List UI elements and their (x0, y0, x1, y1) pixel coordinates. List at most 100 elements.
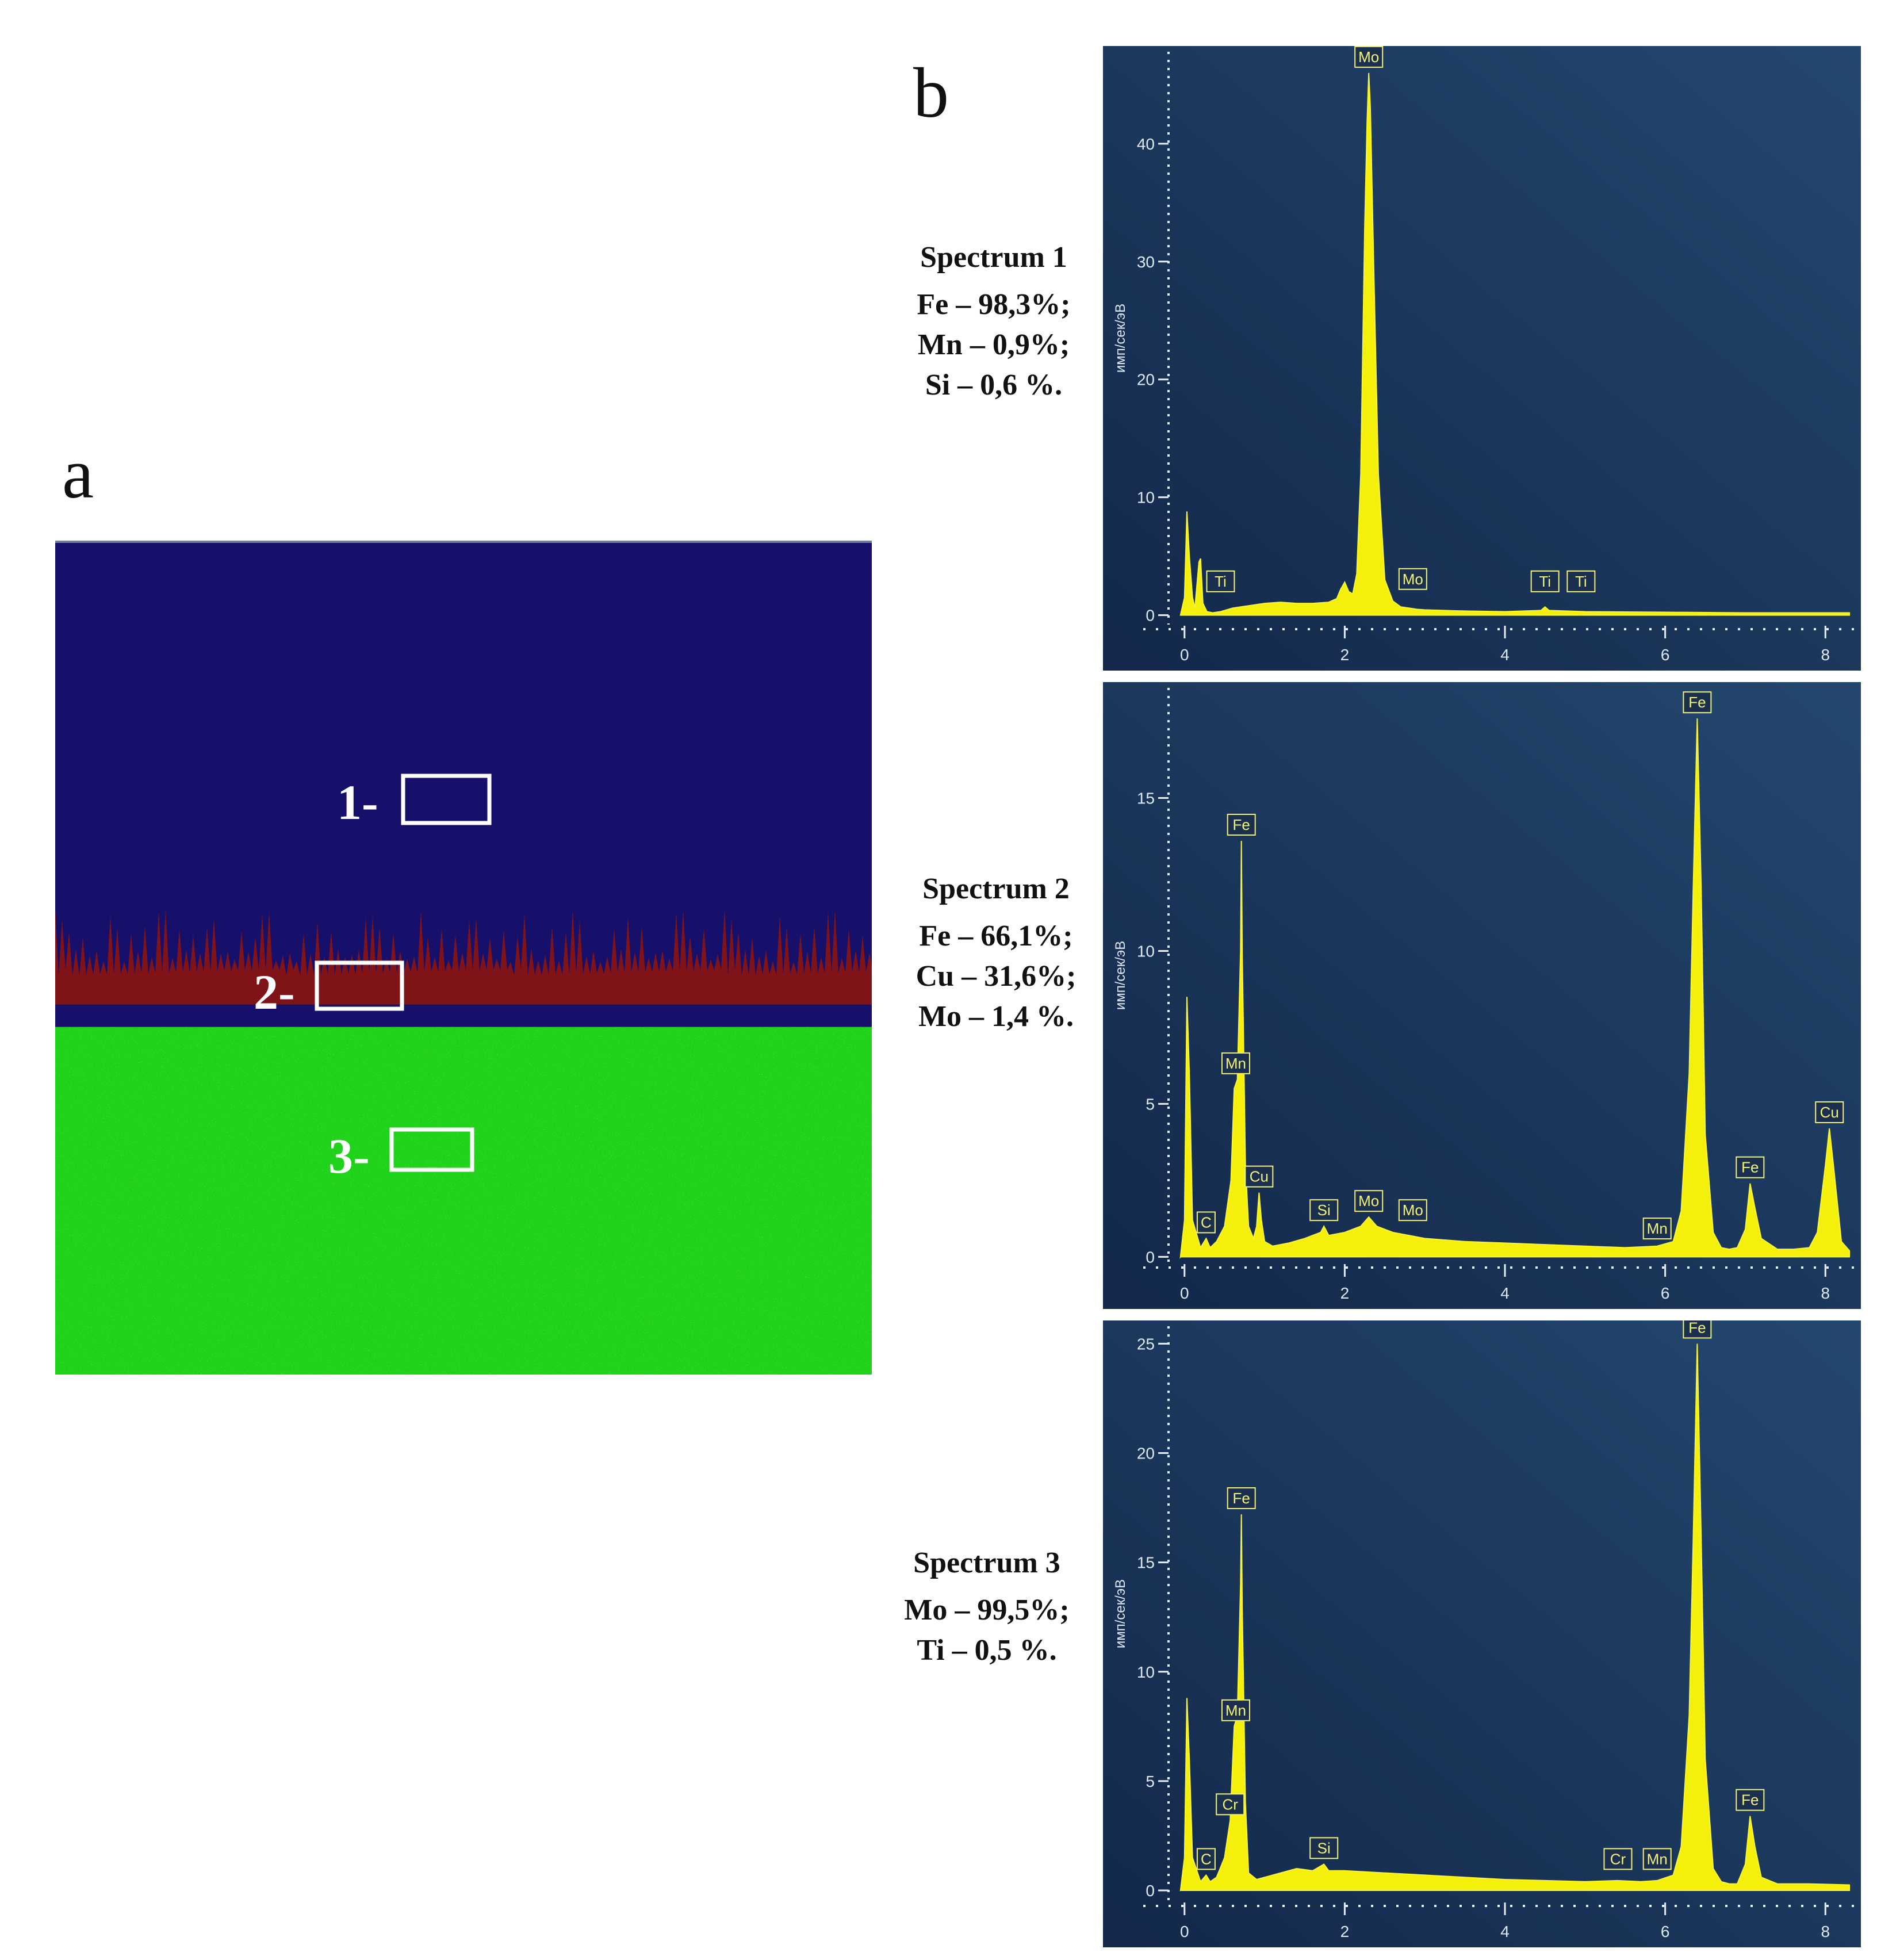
elemental-map-image: 1- 2- 3- (55, 543, 872, 1375)
spectrum-2-title: Spectrum 2 (922, 872, 1070, 905)
peak-label: Ti (1539, 573, 1551, 590)
y-tick-label: 30 (1137, 253, 1155, 271)
peak-label: Mo (1403, 1201, 1423, 1219)
region-3-speckle (55, 1025, 872, 1375)
peak-label-box (1736, 1156, 1765, 1178)
spectrum-3-comp-2: Ti – 0,5 %. (917, 1634, 1057, 1667)
spectrum-3-chart: 0 5 10 15 20 25 0 2 4 6 8 имп/сек/эВ C Fe Mn Cr Si Cr Mn Fe… (1103, 1320, 1861, 1947)
peak-label-box (1642, 1218, 1672, 1240)
peak-label: C (1201, 1850, 1212, 1867)
peak-label-box (1736, 1789, 1765, 1811)
peak-label: Mn (1647, 1220, 1668, 1237)
spectrum-series (1179, 718, 1851, 1259)
peak-label-box (1354, 46, 1384, 68)
peak-label: Fe (1688, 1320, 1706, 1336)
x-tick-label: 4 (1500, 1923, 1510, 1940)
y-axis-label: имп/сек/эВ (1113, 1579, 1128, 1648)
y-tick-label: 5 (1146, 1095, 1155, 1113)
peak-label: Cr (1610, 1850, 1626, 1867)
y-tick-label: 10 (1137, 1663, 1155, 1681)
peak-label: C (1201, 1213, 1212, 1231)
x-tick-label: 2 (1340, 1284, 1350, 1302)
x-tick-label: 4 (1500, 646, 1510, 664)
spectrum-3-plot: 0 5 10 15 20 25 0 2 4 6 8 имп/сек/эВ C Fe Mn Cr Si Cr Mn Fe… (1103, 1320, 1861, 1947)
x-tick-label: 6 (1661, 1923, 1670, 1940)
peak-label: Mn (1647, 1850, 1668, 1867)
spectrum-1-title: Spectrum 1 (920, 241, 1067, 274)
peak-label: Cu (1250, 1168, 1269, 1185)
peak-label: Mo (1403, 571, 1423, 588)
y-tick-label: 5 (1146, 1773, 1155, 1790)
y-tick-label: 0 (1146, 607, 1155, 625)
x-tick-label: 6 (1661, 646, 1670, 664)
peak-label: Ti (1215, 573, 1227, 590)
spectrum-3-legend: Spectrum 3 Mo – 99,5%; Ti – 0,5 %. (901, 1546, 1073, 1671)
y-tick-label: 20 (1137, 371, 1155, 389)
peak-label-box (1354, 1190, 1384, 1212)
region-interface-gap (55, 1004, 872, 1027)
spectrum-2-comp-1: Fe – 66,1%; (919, 920, 1073, 952)
x-tick-label: 8 (1821, 1923, 1830, 1940)
x-tick-label: 0 (1180, 1284, 1189, 1302)
peak-label-box (1196, 1848, 1216, 1870)
spectrum-1-comp-2: Mn – 0,9%; (917, 328, 1070, 361)
x-tick-label: 4 (1500, 1284, 1510, 1302)
region-3-box (389, 1127, 474, 1172)
spectrum-1-chart: 0 10 20 30 40 0 2 4 6 8 имп/сек/эВ Ti Mo Mo Ti Ti (1103, 46, 1861, 671)
spectrum-2-legend: Spectrum 2 Fe – 66,1%; Cu – 31,6%; Mo – … (910, 872, 1082, 1037)
peak-label: Fe (1741, 1159, 1759, 1176)
spectrum-3-title: Spectrum 3 (913, 1546, 1060, 1579)
spectrum-1-legend: Spectrum 1 Fe – 98,3%; Mn – 0,9%; Si – 0… (907, 240, 1080, 405)
peak-label: Mn (1225, 1702, 1246, 1719)
peak-label-box (1244, 1165, 1274, 1188)
peak-label: Fe (1741, 1791, 1759, 1809)
peak-label-box (1683, 1320, 1712, 1339)
region-2-label: 2- (254, 964, 295, 1020)
peak-label-box (1309, 1837, 1339, 1859)
x-tick-label: 8 (1821, 1284, 1830, 1302)
x-tick-label: 2 (1340, 1923, 1350, 1940)
x-tick-label: 6 (1661, 1284, 1670, 1302)
peak-label: Cu (1820, 1104, 1839, 1121)
spectrum-2-plot: 0 5 10 15 0 2 4 6 8 имп/сек/эВ C Fe Mn Cu Si Mo Mo Mn Fe Fe… (1103, 682, 1861, 1309)
peak-label-box (1603, 1848, 1633, 1870)
y-tick-label: 10 (1137, 942, 1155, 960)
peak-label-box (1683, 691, 1712, 714)
x-tick-label: 2 (1340, 646, 1350, 664)
peak-label-box (1566, 570, 1596, 592)
region-3-label: 3- (328, 1128, 370, 1184)
y-tick-label: 15 (1137, 1554, 1155, 1572)
region-1-box (401, 774, 492, 825)
panel-a-letter: a (62, 434, 94, 513)
spectrum-background (1103, 46, 1861, 671)
y-tick-label: 0 (1146, 1248, 1155, 1266)
x-tick-label: 8 (1821, 646, 1830, 664)
peak-label-box (1221, 1052, 1250, 1074)
peak-label: Mn (1225, 1055, 1246, 1072)
peak-label: Ti (1575, 573, 1587, 590)
peak-label: Cr (1222, 1796, 1238, 1813)
y-tick-label: 10 (1137, 489, 1155, 507)
spectrum-2-comp-3: Mo – 1,4 %. (918, 1000, 1074, 1033)
peak-label-box (1216, 1793, 1245, 1816)
peak-label-box (1530, 570, 1560, 592)
y-tick-label: 15 (1137, 789, 1155, 807)
region-1-matrix (55, 543, 872, 1025)
y-axis-label: имп/сек/эВ (1113, 304, 1128, 373)
peak-label-box (1642, 1848, 1672, 1870)
peak-label: Fe (1233, 1490, 1250, 1507)
peak-label-box (1815, 1101, 1844, 1123)
peak-label: Si (1317, 1201, 1331, 1219)
peak-label-box (1206, 570, 1235, 592)
elemental-map: 1- 2- 3- (55, 541, 872, 1375)
peak-label-box (1398, 568, 1427, 590)
peak-label: Si (1317, 1839, 1331, 1856)
panel-b-letter: b (913, 53, 949, 132)
region-1-label: 1- (337, 775, 378, 830)
spectrum-series (1179, 1343, 1851, 1892)
y-tick-label: 0 (1146, 1882, 1155, 1900)
peak-label: Mo (1358, 48, 1379, 66)
peak-label-box (1227, 1487, 1256, 1509)
peak-label: Fe (1233, 816, 1250, 833)
spectrum-1-plot: 0 10 20 30 40 0 2 4 6 8 имп/сек/эВ Ti Mo Mo Ti Ti (1103, 46, 1861, 671)
